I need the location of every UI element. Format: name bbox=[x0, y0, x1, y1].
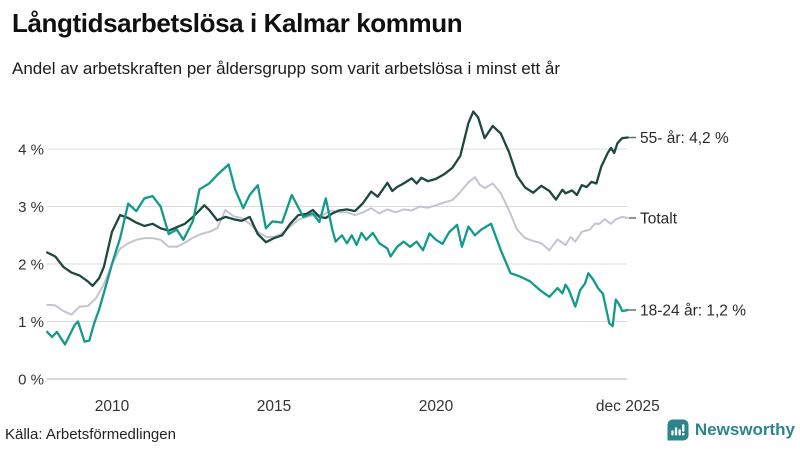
x-axis-tick-label: 2010 bbox=[95, 398, 130, 415]
series-line-18-24-ar bbox=[46, 163, 629, 346]
series-end-label-18-24-ar: 18-24 år: 1,2 % bbox=[640, 303, 746, 320]
x-axis-tick-label: dec 2025 bbox=[596, 398, 660, 415]
page-title: Långtidsarbetslösa i Kalmar kommun bbox=[12, 8, 463, 38]
y-axis-tick-label: 2 % bbox=[18, 257, 44, 274]
series-end-label-55-ar: 55- år: 4,2 % bbox=[640, 130, 729, 147]
x-axis-tick-label: 2020 bbox=[419, 398, 454, 415]
series-line-55-ar bbox=[46, 110, 629, 288]
brand-name: Newsworthy bbox=[694, 420, 795, 439]
brand-logo: Newsworthy bbox=[667, 419, 795, 441]
y-axis-tick-label: 0 % bbox=[18, 372, 44, 389]
y-axis-tick-label: 4 % bbox=[18, 142, 44, 159]
series-line-totalt bbox=[46, 176, 629, 316]
y-axis-tick-label: 3 % bbox=[18, 199, 44, 216]
newsworthy-icon bbox=[667, 419, 689, 441]
chart-subtitle: Andel av arbetskraften per åldersgrupp s… bbox=[12, 59, 561, 78]
source-note: Källa: Arbetsförmedlingen bbox=[5, 426, 176, 443]
series-end-label-totalt: Totalt bbox=[640, 211, 678, 228]
x-axis-tick-label: 2015 bbox=[257, 398, 291, 415]
y-axis-tick-label: 1 % bbox=[18, 314, 44, 331]
